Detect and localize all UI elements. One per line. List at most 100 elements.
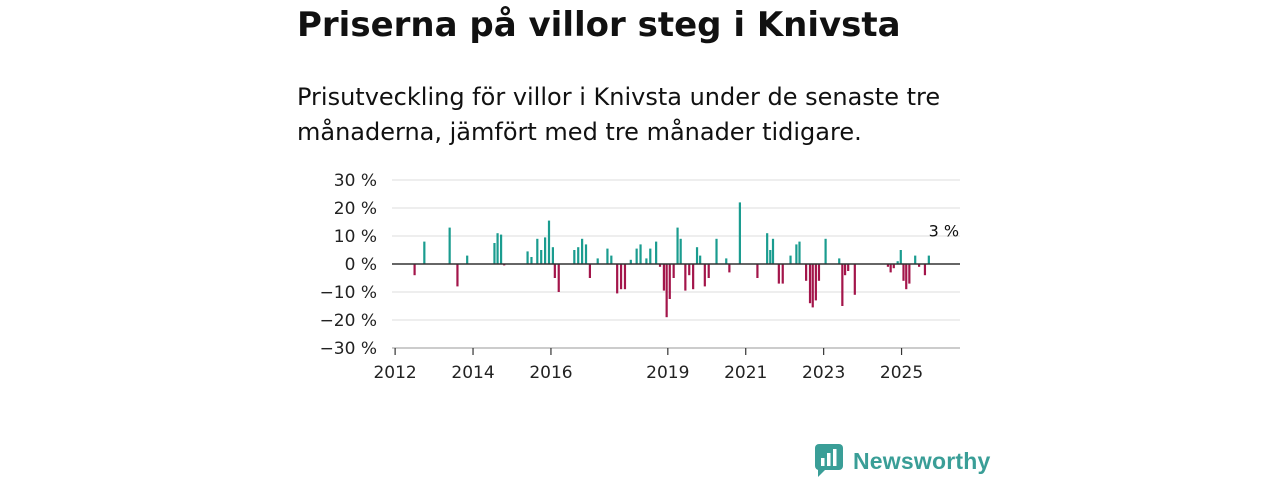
bar [577,247,580,264]
bar [781,264,784,284]
bar [805,264,808,281]
bar [493,243,496,264]
y-tick-label: −20 % [320,311,377,331]
bar [413,264,416,276]
bar [914,255,917,264]
bar [530,257,533,264]
bar [540,250,543,264]
bar [466,255,469,264]
bar [629,259,632,264]
brand-logo[interactable]: Newsworthy [815,444,990,478]
x-tick-label: 2023 [802,363,845,383]
bar [841,264,844,306]
bar [766,233,769,264]
bar [536,238,539,264]
bar [676,227,679,264]
bar [695,247,699,264]
bar [551,247,554,264]
bar [639,244,642,264]
bar [606,248,609,264]
y-tick-label: 0 % [345,255,377,275]
bar [423,241,426,264]
bar [668,264,671,299]
bar [655,241,658,264]
bar [688,264,691,276]
bar [499,234,503,264]
y-tick-label: −10 % [320,283,377,303]
bar [902,264,905,281]
axes: 30 % 20 % 10 % 0 % −10 % −20 % −30 % 2012 2014 20… [320,171,960,383]
bar [526,251,529,264]
x-tick-label: 2016 [529,363,572,383]
bar [645,258,648,264]
bar [725,258,728,264]
bar [456,264,459,287]
bar [798,241,801,264]
bar [619,264,623,290]
bar [853,264,856,295]
bar [824,238,827,264]
chart-title: Priserna på villor steg i Knivsta [297,5,901,45]
bar [908,264,911,284]
newsworthy-logo-icon [815,444,843,477]
bar [756,264,759,278]
bar [789,255,792,264]
bar [581,238,584,264]
bar [699,255,702,264]
bar [886,264,890,267]
bar [917,264,921,267]
bar [814,264,817,301]
bar [544,237,547,264]
bar [448,227,451,264]
bar [596,258,599,264]
bar [584,244,588,264]
bar [738,202,741,264]
bar [896,261,899,264]
bar-chart: 30 % 20 % 10 % 0 % −10 % −20 % −30 % 2012 2014 20… [320,171,960,383]
bar [623,264,627,290]
bar [923,264,927,276]
bar [635,248,638,264]
bar [817,264,821,281]
bar [771,238,775,264]
value-labels: 3 % [929,222,959,241]
bar [811,264,814,308]
x-tick-label: 2019 [646,363,689,383]
bar [715,238,718,264]
brand-name: Newsworthy [853,447,991,474]
chart-subtitle: Prisutveckling för villor i Knivsta unde… [297,83,941,146]
x-tick-label: 2014 [451,363,494,383]
x-tick-label: 2012 [373,363,416,383]
bar [703,264,706,287]
bar [927,255,930,264]
bar [905,264,908,290]
bar [658,264,662,267]
bar [679,238,682,264]
x-tick-label: 2025 [880,363,923,383]
bar [838,258,841,264]
bar [795,244,798,264]
bar [847,264,850,271]
last-value-label: 3 % [929,222,959,241]
bar [728,264,731,273]
bar [665,264,668,318]
bar [662,264,666,291]
bar [610,255,613,264]
y-tick-label: 10 % [334,227,377,247]
bar [672,264,675,278]
y-tick-label: 20 % [334,199,377,219]
y-tick-label: 30 % [334,171,377,191]
bar [769,250,772,264]
y-tick-label: −30 % [320,339,377,359]
bar [692,264,695,290]
bar [649,248,652,264]
bar [573,250,576,264]
bar [557,264,560,292]
bar [777,264,780,284]
bar [899,250,902,264]
bar [707,264,710,278]
bar [588,264,592,278]
bar [808,264,812,304]
x-tick-label: 2021 [724,363,767,383]
bar [547,220,551,264]
